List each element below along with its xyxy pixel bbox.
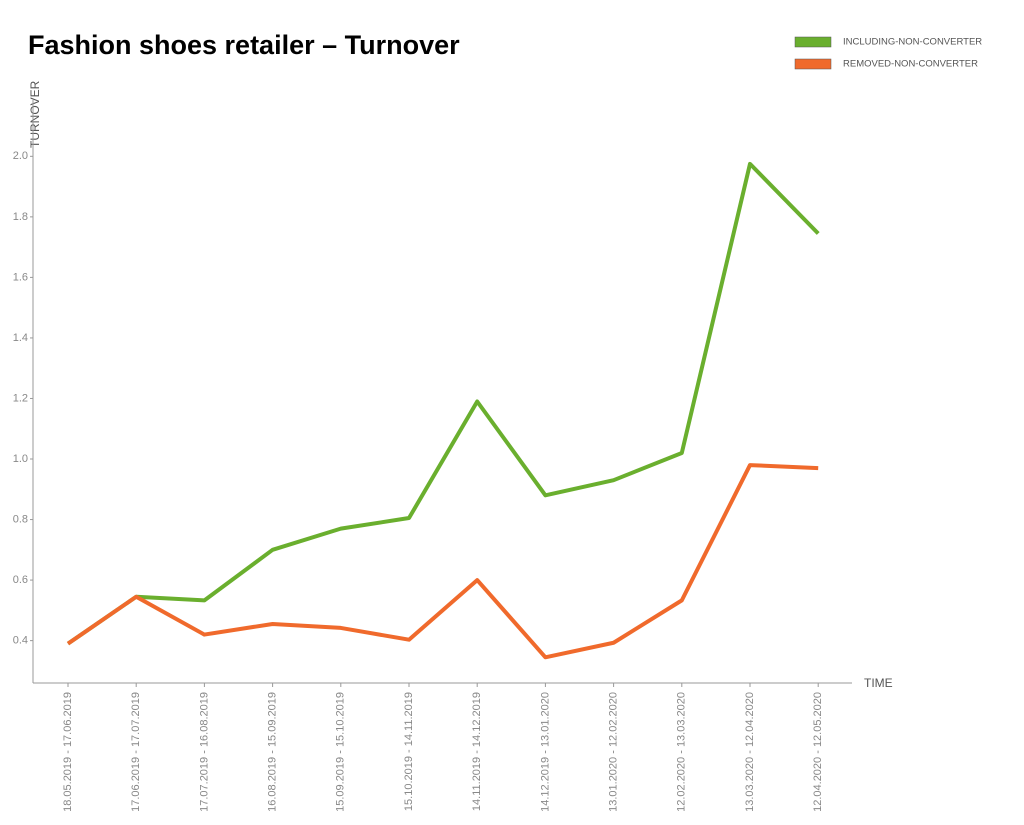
x-tick-label: 14.12.2019 - 13.01.2020: [539, 692, 551, 812]
x-tick-label: 15.09.2019 - 15.10.2019: [335, 692, 347, 812]
y-axis-label: TURNOVER: [28, 80, 42, 148]
y-tick-label: 1.6: [13, 271, 28, 283]
legend-swatch: [794, 36, 832, 48]
chart-title: Fashion shoes retailer – Turnover: [28, 30, 460, 60]
x-tick-label: 17.07.2019 - 16.08.2019: [198, 692, 210, 812]
x-tick-label: 17.06.2019 - 17.07.2019: [130, 692, 142, 812]
x-tick-label: 13.01.2020 - 12.02.2020: [608, 692, 620, 812]
series-line: [66, 463, 819, 660]
y-tick-label: 1.0: [13, 453, 28, 465]
x-tick-label: 15.10.2019 - 14.11.2019: [403, 692, 415, 811]
legend-label: REMOVED-NON-CONVERTER: [843, 59, 978, 70]
y-tick-label: 0.8: [13, 513, 28, 525]
x-tick-label: 16.08.2019 - 15.09.2019: [267, 692, 279, 812]
y-tick-label: 1.4: [13, 332, 28, 344]
x-tick-label: 18.05.2019 - 17.06.2019: [62, 692, 74, 812]
y-tick-label: 1.8: [13, 211, 28, 223]
y-tick-label: 0.4: [13, 635, 28, 647]
legend-swatch: [794, 58, 832, 70]
y-tick-label: 2.0: [13, 150, 28, 162]
series-line: [66, 161, 820, 646]
y-tick-label: 0.6: [13, 574, 28, 586]
y-tick-label: 1.2: [13, 392, 28, 404]
x-tick-label: 12.04.2020 - 12.05.2020: [812, 692, 824, 812]
x-tick-label: 12.02.2020 - 13.03.2020: [676, 692, 688, 812]
x-axis-label: TIME: [864, 676, 893, 690]
legend-label: INCLUDING-NON-CONVERTER: [843, 37, 982, 48]
x-tick-label: 13.03.2020 - 12.04.2020: [744, 692, 756, 812]
x-tick-label: 14.11.2019 - 14.12.2019: [471, 692, 483, 811]
